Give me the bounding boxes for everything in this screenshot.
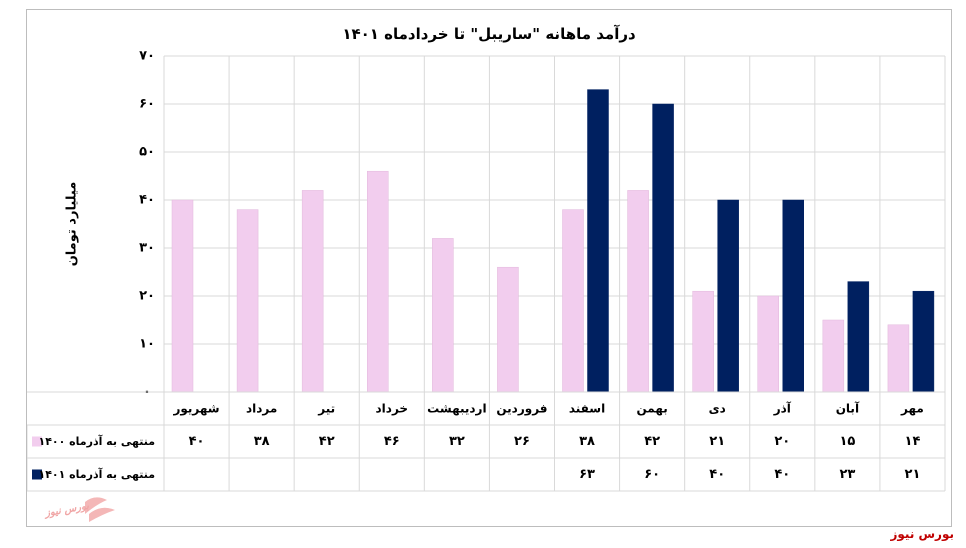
y-tick-label: ۳۰ xyxy=(139,241,155,256)
x-tick-label: آذر xyxy=(773,401,792,416)
x-tick-label: تیر xyxy=(317,402,335,416)
x-tick-label: اردیبهشت xyxy=(427,402,486,416)
data-label: ۳۸ xyxy=(254,434,270,449)
bar-series1 xyxy=(497,266,519,393)
data-label: ۱۵ xyxy=(839,434,855,449)
bar-series1 xyxy=(887,324,910,393)
x-tick-label: آبان xyxy=(836,401,860,416)
bar-series1 xyxy=(367,170,389,393)
chart-frame: درآمد ماهانه "ساریبل" تا خردادماه ۱۴۰۱ می… xyxy=(26,9,952,527)
bar-series1 xyxy=(171,199,194,393)
bar-series2 xyxy=(912,290,935,393)
data-label: ۴۲ xyxy=(319,434,335,449)
bar-series2 xyxy=(587,89,609,393)
data-label: ۶۳ xyxy=(579,467,595,482)
data-label: ۳۸ xyxy=(579,434,595,449)
legend-swatch xyxy=(32,469,42,480)
data-label: ۳۲ xyxy=(449,434,465,449)
bar-series1 xyxy=(562,209,584,393)
x-tick-label: اسفند xyxy=(569,402,605,416)
data-label: ۲۱ xyxy=(709,434,725,449)
data-label: ۲۰ xyxy=(774,434,790,449)
data-label: ۲۶ xyxy=(514,434,530,449)
data-label: ۴۰ xyxy=(189,434,205,449)
data-label: ۱۴ xyxy=(905,434,921,449)
watermark-text: بورس نیوز xyxy=(42,501,90,520)
data-label: ۲۱ xyxy=(905,467,921,482)
source-label: بورس نیوز xyxy=(890,527,954,541)
bar-series1 xyxy=(301,190,324,393)
bar-series1 xyxy=(432,238,454,393)
watermark-shape xyxy=(89,507,115,522)
bar-series2 xyxy=(782,199,804,393)
y-axis-label: میلیارد تومان xyxy=(65,182,80,267)
bar-series1 xyxy=(236,209,259,393)
bar-series2 xyxy=(847,281,870,393)
data-label: ۲۳ xyxy=(839,467,855,482)
y-tick-label: ۲۰ xyxy=(139,289,155,304)
bar-series1 xyxy=(822,319,845,393)
legend-label: منتهی به آذرماه ۱۴۰۱ xyxy=(38,467,155,481)
bar-series1 xyxy=(627,190,649,393)
data-label: ۴۰ xyxy=(774,467,790,482)
data-label: ۴۶ xyxy=(384,434,400,449)
watermark-shape xyxy=(85,497,107,514)
chart-svg: درآمد ماهانه "ساریبل" تا خردادماه ۱۴۰۱ می… xyxy=(27,25,946,522)
y-tick-label: ۱۰ xyxy=(139,337,155,352)
legend-swatch xyxy=(32,436,42,447)
bar-series1 xyxy=(757,295,779,393)
watermark-logo: بورس نیوز xyxy=(42,497,115,522)
x-tick-label: خرداد xyxy=(376,402,409,416)
legend-label: منتهی به آذرماه ۱۴۰۰ xyxy=(38,434,155,448)
y-tick-label: ۵۰ xyxy=(139,145,155,160)
chart-title: درآمد ماهانه "ساریبل" تا خردادماه ۱۴۰۱ xyxy=(342,25,636,43)
x-tick-label: فروردین xyxy=(496,402,547,417)
data-label: ۶۰ xyxy=(644,467,660,482)
x-tick-label: دی xyxy=(709,402,726,416)
x-tick-label: مرداد xyxy=(246,402,277,416)
bar-series1 xyxy=(692,290,714,393)
data-label: ۴۰ xyxy=(709,467,725,482)
y-tick-label: ۷۰ xyxy=(139,49,155,64)
bar-series2 xyxy=(652,103,674,393)
x-tick-label: مهر xyxy=(900,402,924,416)
y-tick-label: ۴۰ xyxy=(139,193,155,208)
bar-series2 xyxy=(717,199,739,393)
x-tick-label: بهمن xyxy=(636,402,667,416)
data-label: ۴۲ xyxy=(644,434,660,449)
x-tick-label: شهریور xyxy=(172,402,219,417)
y-tick-label: ۶۰ xyxy=(139,97,155,112)
